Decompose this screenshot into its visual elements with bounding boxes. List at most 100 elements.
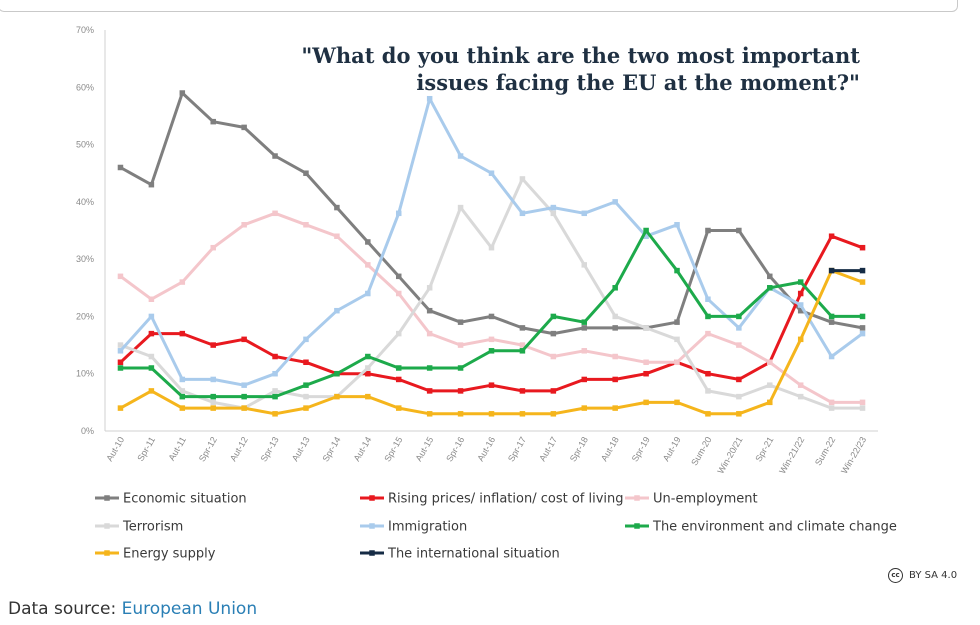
data-point (797, 307, 804, 314)
data-point (426, 330, 433, 337)
chart-legend: Economic situation Rising prices/ inflati… (95, 492, 897, 562)
data-point (550, 411, 557, 417)
data-point (241, 382, 247, 388)
chart-title: "What do you think are the two most impo… (301, 43, 860, 95)
x-tick-label: Spr-13 (259, 435, 281, 463)
data-point (488, 313, 495, 320)
data-point (395, 210, 402, 217)
data-point (859, 279, 866, 285)
data-point (736, 376, 742, 383)
data-point (705, 411, 711, 417)
data-point (581, 348, 588, 354)
data-source-link[interactable]: European Union (121, 599, 258, 619)
data-point (643, 227, 649, 234)
data-point (797, 393, 804, 400)
data-point (395, 273, 402, 280)
data-point (117, 164, 124, 171)
data-point (674, 222, 680, 228)
top-frame (0, 0, 958, 12)
data-point (395, 405, 402, 411)
data-point (828, 353, 835, 360)
data-point (581, 319, 588, 325)
data-point (179, 393, 186, 400)
data-point (148, 181, 155, 188)
data-point (117, 365, 124, 371)
y-tick-label: 30% (76, 254, 94, 264)
data-point (117, 359, 124, 366)
y-tick-label: 0% (81, 426, 94, 436)
data-point (550, 210, 557, 217)
data-point (674, 319, 680, 325)
data-point (426, 95, 433, 102)
data-point (488, 244, 495, 251)
y-tick-label: 70% (76, 25, 94, 35)
data-point (581, 325, 588, 331)
data-point (736, 313, 742, 320)
data-point (303, 222, 309, 228)
data-point (488, 348, 495, 354)
x-tick-label: Spr-12 (197, 435, 219, 463)
data-point (179, 90, 186, 96)
data-point (767, 273, 773, 280)
legend-label: The international situation (387, 547, 560, 562)
data-point (736, 342, 742, 348)
data-point (828, 267, 835, 274)
data-point (241, 405, 247, 411)
data-point (828, 313, 835, 320)
series-4 (117, 95, 866, 388)
series-1 (117, 233, 866, 394)
data-point (736, 393, 742, 400)
legend-item: The international situation (360, 547, 560, 562)
legend-label: Un-employment (653, 492, 758, 507)
data-point (426, 307, 433, 314)
data-point (612, 313, 618, 320)
x-tick-label: Aut-13 (290, 435, 312, 463)
legend-swatch-marker (369, 523, 375, 529)
data-point (859, 330, 866, 337)
data-point (303, 393, 309, 400)
data-point (859, 399, 866, 406)
data-point (705, 330, 711, 337)
legend-item: The environment and climate change (625, 520, 897, 535)
x-tick-label: Win-20/21 (715, 435, 744, 476)
data-point (519, 411, 526, 417)
data-point (859, 267, 866, 274)
legend-item: Immigration (360, 520, 467, 535)
data-point (550, 388, 557, 394)
x-tick-label: Spr-14 (320, 435, 342, 463)
data-point (828, 399, 835, 406)
data-point (426, 388, 433, 394)
legend-swatch-marker (369, 550, 375, 556)
data-point (457, 388, 464, 394)
data-point (859, 244, 866, 251)
data-point (272, 353, 278, 360)
data-point (643, 233, 649, 239)
data-point (767, 285, 773, 291)
data-point (797, 302, 804, 308)
data-point (241, 124, 247, 131)
data-point (457, 153, 464, 159)
legend-swatch-marker (104, 523, 110, 529)
data-source-label: Data source: (8, 599, 122, 619)
data-point (550, 330, 557, 337)
data-point (457, 342, 464, 348)
data-point (179, 405, 186, 411)
data-point (148, 388, 155, 394)
data-point (395, 376, 402, 383)
data-point (705, 313, 711, 320)
license-badge: cc BY SA 4.0 (888, 566, 957, 584)
data-point (674, 267, 680, 274)
license-text: BY SA 4.0 (909, 569, 958, 581)
data-point (148, 330, 155, 337)
data-point (519, 325, 526, 331)
data-point (272, 210, 278, 217)
data-point (117, 273, 124, 280)
data-point (767, 359, 773, 366)
data-point (179, 388, 186, 394)
data-point (643, 359, 649, 366)
x-tick-label: Spr-16 (444, 435, 466, 463)
x-tick-label: Win-22/23 (839, 435, 868, 476)
data-point (457, 411, 464, 417)
data-point (241, 393, 247, 400)
